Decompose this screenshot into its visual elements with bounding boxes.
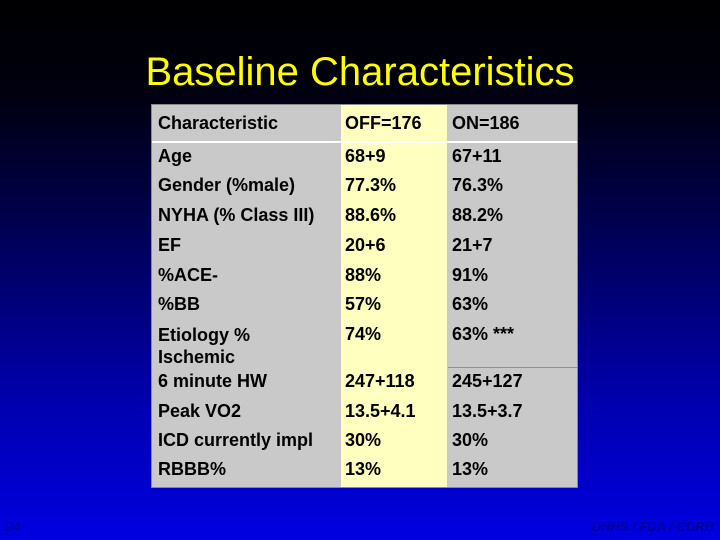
- row-off-value: 88.6%: [345, 205, 397, 225]
- baseline-table: Characteristic OFF=176 ON=186 Age 68+9 6…: [151, 104, 578, 488]
- row-on-value: 30%: [452, 430, 489, 450]
- row-label: Peak VO2: [158, 401, 242, 421]
- row-on-value: 63% ***: [452, 324, 515, 344]
- row-off-value: 20+6: [345, 235, 386, 255]
- row-label: Etiology % Ischemic: [158, 325, 251, 367]
- row-label: EF: [158, 235, 182, 255]
- row-on-value: 13.5+3.7: [452, 401, 523, 421]
- off-column-highlight: [341, 105, 447, 487]
- row-off-value: 247+118: [345, 371, 415, 391]
- header-off: OFF=176: [345, 113, 422, 133]
- footer-organization: DHHS / FDA / CDRH: [591, 519, 714, 534]
- slide-title: Baseline Characteristics: [145, 50, 575, 94]
- row-on-value: 21+7: [452, 235, 493, 255]
- row-off-value: 13.5+4.1: [345, 401, 416, 421]
- row-on-value: 91%: [452, 265, 489, 285]
- row-label: %BB: [158, 294, 201, 314]
- page-number: 24: [6, 519, 21, 534]
- header-on: ON=186: [452, 113, 520, 133]
- row-off-value: 77.3%: [345, 175, 397, 195]
- row-on-value: 245+127: [452, 371, 523, 391]
- row-off-value: 68+9: [345, 146, 386, 166]
- row-label: ICD currently impl: [158, 430, 314, 450]
- row-on-value: 13%: [452, 459, 489, 479]
- header-divider: [152, 141, 577, 143]
- row-divider: [448, 367, 577, 368]
- row-on-value: 63%: [452, 294, 489, 314]
- row-label: 6 minute HW: [158, 371, 268, 391]
- row-off-value: 13%: [345, 459, 382, 479]
- row-label: %ACE-: [158, 265, 219, 285]
- row-label: NYHA (% Class III): [158, 205, 315, 225]
- row-on-value: 67+11: [452, 146, 502, 166]
- row-label: RBBB%: [158, 459, 227, 479]
- header-characteristic: Characteristic: [158, 113, 279, 133]
- row-off-value: 30%: [345, 430, 382, 450]
- row-on-value: 76.3%: [452, 175, 504, 195]
- row-off-value: 57%: [345, 294, 382, 314]
- row-label: Age: [158, 146, 193, 166]
- row-label: Gender (%male): [158, 175, 296, 195]
- row-on-value: 88.2%: [452, 205, 504, 225]
- row-off-value: 74%: [345, 324, 382, 344]
- row-off-value: 88%: [345, 265, 382, 285]
